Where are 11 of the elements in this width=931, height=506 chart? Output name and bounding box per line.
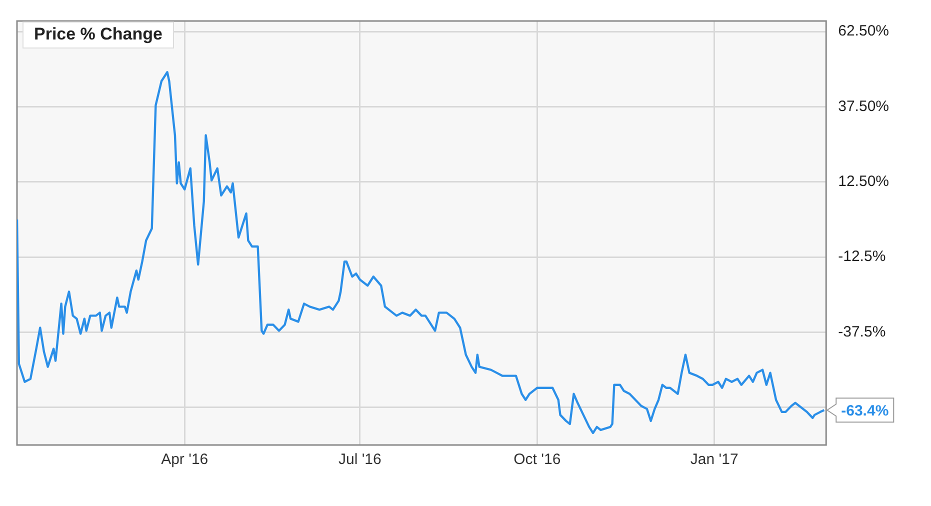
x-tick-label: Jan '17	[690, 451, 738, 468]
y-tick-label: -12.5%	[838, 248, 886, 266]
x-tick-label: Jul '16	[338, 451, 382, 468]
y-tick-label: 62.50%	[838, 22, 889, 40]
y-tick-label: -37.5%	[838, 323, 886, 340]
y-tick-label: 37.50%	[838, 98, 889, 115]
annotation: -63.4%	[841, 402, 889, 420]
x-tick-label: Oct '16	[514, 451, 561, 468]
chart-title: Price % Change	[34, 24, 162, 44]
x-tick-label: Apr '16	[161, 451, 208, 468]
y-tick-label: 12.50%	[838, 173, 889, 190]
